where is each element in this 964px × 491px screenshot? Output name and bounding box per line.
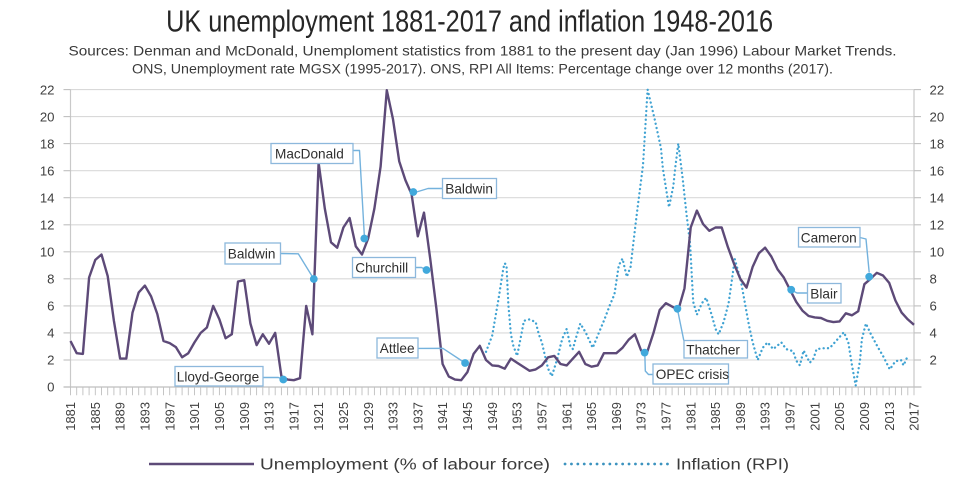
svg-text:1941: 1941 xyxy=(435,402,450,431)
svg-text:14: 14 xyxy=(930,190,945,205)
svg-text:Cameron: Cameron xyxy=(801,230,857,245)
svg-text:1957: 1957 xyxy=(535,402,550,431)
svg-text:1885: 1885 xyxy=(88,402,103,431)
svg-text:1905: 1905 xyxy=(212,402,227,431)
svg-text:1977: 1977 xyxy=(659,402,674,431)
svg-text:1965: 1965 xyxy=(584,402,599,431)
svg-text:MacDonald: MacDonald xyxy=(275,146,344,161)
svg-text:1881: 1881 xyxy=(63,402,78,431)
svg-text:Baldwin: Baldwin xyxy=(228,246,276,261)
svg-text:1933: 1933 xyxy=(386,402,401,431)
svg-text:Blair: Blair xyxy=(810,286,838,301)
svg-text:12: 12 xyxy=(930,218,945,233)
svg-text:4: 4 xyxy=(930,326,937,341)
svg-text:UK unemployment 1881-2017 and: UK unemployment 1881-2017 and inflation … xyxy=(166,5,773,39)
svg-text:Lloyd-George: Lloyd-George xyxy=(177,369,259,384)
svg-text:Attlee: Attlee xyxy=(380,341,415,356)
svg-text:1989: 1989 xyxy=(733,402,748,431)
svg-text:1973: 1973 xyxy=(634,402,649,431)
svg-text:1945: 1945 xyxy=(460,402,475,431)
svg-text:1949: 1949 xyxy=(485,402,500,431)
svg-text:1961: 1961 xyxy=(559,402,574,431)
svg-text:12: 12 xyxy=(40,218,55,233)
svg-text:Inflation (RPI): Inflation (RPI) xyxy=(676,456,789,473)
svg-text:ONS, Unemployment rate MGSX (1: ONS, Unemployment rate MGSX (1995-2017).… xyxy=(132,60,833,76)
svg-text:1901: 1901 xyxy=(187,402,202,431)
svg-text:1981: 1981 xyxy=(683,402,698,431)
svg-text:Baldwin: Baldwin xyxy=(445,181,493,196)
svg-text:1897: 1897 xyxy=(162,402,177,431)
svg-text:16: 16 xyxy=(40,163,55,178)
svg-text:1917: 1917 xyxy=(286,402,301,431)
svg-text:Churchill: Churchill xyxy=(355,261,408,276)
svg-text:2: 2 xyxy=(930,353,937,368)
svg-text:14: 14 xyxy=(40,190,55,205)
svg-text:2005: 2005 xyxy=(832,402,847,431)
svg-text:1969: 1969 xyxy=(609,402,624,431)
svg-text:20: 20 xyxy=(40,109,55,124)
svg-text:2001: 2001 xyxy=(807,402,822,431)
svg-text:18: 18 xyxy=(930,136,945,151)
svg-text:1929: 1929 xyxy=(361,402,376,431)
svg-text:1993: 1993 xyxy=(758,402,773,431)
svg-text:10: 10 xyxy=(40,245,55,260)
svg-text:1985: 1985 xyxy=(708,402,723,431)
svg-text:2017: 2017 xyxy=(907,402,922,431)
svg-text:Unemployment (% of labour forc: Unemployment (% of labour force) xyxy=(260,456,550,473)
svg-text:Thatcher: Thatcher xyxy=(686,342,740,357)
svg-text:6: 6 xyxy=(930,299,937,314)
svg-text:1893: 1893 xyxy=(138,402,153,431)
svg-text:1921: 1921 xyxy=(311,402,326,431)
svg-text:20: 20 xyxy=(930,109,945,124)
svg-text:8: 8 xyxy=(47,272,54,287)
svg-text:1925: 1925 xyxy=(336,402,351,431)
svg-text:10: 10 xyxy=(930,245,945,260)
svg-text:2013: 2013 xyxy=(882,402,897,431)
svg-text:1909: 1909 xyxy=(237,402,252,431)
svg-text:16: 16 xyxy=(930,163,945,178)
svg-text:1997: 1997 xyxy=(783,402,798,431)
svg-text:8: 8 xyxy=(930,272,937,287)
svg-text:4: 4 xyxy=(47,326,54,341)
svg-text:0: 0 xyxy=(47,380,54,395)
svg-text:1913: 1913 xyxy=(262,402,277,431)
svg-text:6: 6 xyxy=(47,299,54,314)
svg-text:OPEC crisis: OPEC crisis xyxy=(656,367,729,382)
svg-text:2009: 2009 xyxy=(857,402,872,431)
svg-text:22: 22 xyxy=(930,82,945,97)
svg-text:22: 22 xyxy=(40,82,55,97)
svg-text:1937: 1937 xyxy=(410,402,425,431)
svg-text:1889: 1889 xyxy=(113,402,128,431)
svg-text:2: 2 xyxy=(47,353,54,368)
svg-text:Sources: Denman and McDonald,: Sources: Denman and McDonald, Unemplomen… xyxy=(69,42,897,58)
svg-text:18: 18 xyxy=(40,136,55,151)
svg-text:1953: 1953 xyxy=(510,402,525,431)
